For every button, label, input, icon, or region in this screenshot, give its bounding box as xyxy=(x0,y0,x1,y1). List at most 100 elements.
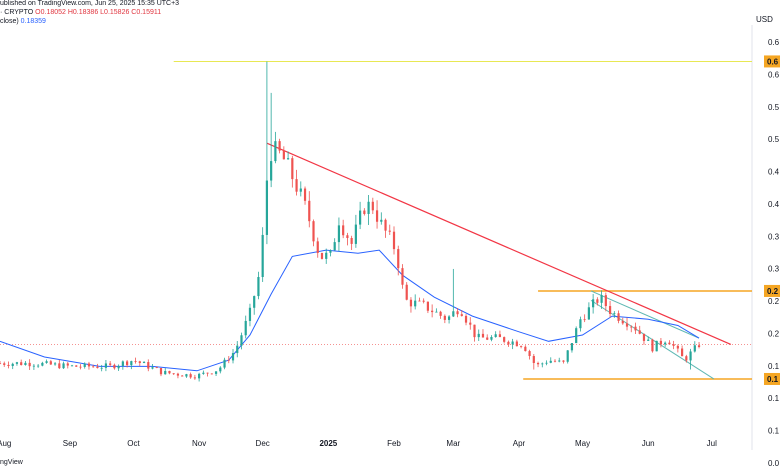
tradingview-brand: ngView xyxy=(0,459,23,466)
candle-body xyxy=(231,353,235,361)
y-tick-label: 0.2 xyxy=(768,297,780,306)
candle-body xyxy=(193,377,196,379)
candle-body xyxy=(45,361,48,363)
candle-body xyxy=(198,373,201,379)
candle-body xyxy=(570,343,574,351)
candle-body xyxy=(473,324,476,338)
candle-body xyxy=(380,219,383,222)
candle-body xyxy=(600,295,603,303)
ma-legend-label: close) xyxy=(0,18,19,25)
y-axis-currency: USD xyxy=(756,15,773,24)
candle-body xyxy=(3,363,6,365)
candle-body xyxy=(113,364,116,369)
candle-body xyxy=(431,310,434,313)
candle-body xyxy=(117,365,120,369)
candle-body xyxy=(299,188,302,192)
candle-body xyxy=(172,373,175,375)
y-tick-label: 0.1 xyxy=(768,362,780,371)
candle-body xyxy=(176,373,180,376)
candle-body xyxy=(121,361,124,366)
x-tick-label: Feb xyxy=(387,439,401,448)
candle-body xyxy=(384,219,387,231)
candle-body xyxy=(155,367,158,369)
candle-body xyxy=(261,234,264,278)
candle-body xyxy=(7,364,10,367)
candle-body xyxy=(359,210,362,225)
candle-body xyxy=(630,326,633,328)
candle-body xyxy=(295,179,298,192)
candle-body xyxy=(685,356,688,361)
candle-body xyxy=(303,188,307,201)
y-tick-label: 0.6 xyxy=(768,38,780,47)
candle-body xyxy=(168,370,171,374)
candle-body xyxy=(244,320,247,336)
lines-layer xyxy=(0,60,752,380)
candle-body xyxy=(24,362,27,365)
candle-body xyxy=(350,238,353,244)
candle-body xyxy=(219,367,222,372)
candle-body xyxy=(142,362,146,364)
candle-body xyxy=(426,301,429,311)
symbol-label: · CRYPTO xyxy=(0,9,34,16)
ohlc-values: O0.18052 H0.18386 L0.15826 C0.15911 xyxy=(35,9,162,16)
candle-body xyxy=(253,296,256,308)
candle-body xyxy=(138,361,141,364)
x-tick-label: Oct xyxy=(127,439,140,448)
candle-body xyxy=(325,252,328,259)
candle-body xyxy=(524,346,527,352)
candle-body xyxy=(0,363,2,365)
y-tick-label: 0.1 xyxy=(768,394,780,403)
candle-body xyxy=(37,365,40,367)
candle-body xyxy=(265,180,269,235)
y-tick-label: 0.2 xyxy=(768,329,780,338)
y-tick-label: 0.1 xyxy=(768,427,780,436)
x-tick-label: Nov xyxy=(192,439,206,448)
candle-body xyxy=(397,249,400,269)
candle-body xyxy=(422,300,425,302)
candle-body xyxy=(125,361,129,366)
price-badge-label: 0.1 xyxy=(767,375,779,384)
candle-body xyxy=(405,284,408,300)
symbol-line: · CRYPTO O0.18052 H0.18386 L0.15826 C0.1… xyxy=(0,9,161,16)
candle-body xyxy=(435,311,438,313)
candle-body xyxy=(443,315,446,320)
candle-body xyxy=(70,365,74,367)
candle-body xyxy=(452,311,455,317)
candle-body xyxy=(536,362,540,365)
candle-body xyxy=(469,322,472,325)
candle-body xyxy=(672,344,675,346)
candle-body xyxy=(477,333,480,338)
y-tick-label: 0.5 xyxy=(768,103,780,112)
candle-body xyxy=(333,242,336,251)
candle-body xyxy=(388,230,391,232)
candle-body xyxy=(189,374,192,378)
candle-body xyxy=(697,345,701,348)
candle-body xyxy=(566,350,569,362)
candle-body xyxy=(693,345,696,352)
candle-body xyxy=(308,200,311,222)
candle-body xyxy=(87,363,91,367)
candle-body xyxy=(486,337,489,340)
x-tick-label: Dec xyxy=(256,439,270,448)
candle-body xyxy=(668,342,671,345)
candle-body xyxy=(159,368,163,375)
candle-body xyxy=(147,362,150,369)
candle-body xyxy=(329,250,332,253)
candle-body xyxy=(346,235,349,239)
moving-average-line xyxy=(0,249,700,372)
y-tick-label: 0.4 xyxy=(768,168,780,177)
candle-body xyxy=(447,316,451,320)
candle-body xyxy=(439,311,442,316)
candle-body xyxy=(401,268,404,285)
y-tick-label: 0.4 xyxy=(768,200,780,209)
candle-body xyxy=(680,348,684,357)
candles-layer xyxy=(0,61,701,382)
candle-body xyxy=(558,360,561,362)
candle-body xyxy=(20,362,23,365)
candle-body xyxy=(664,342,667,345)
ma-legend-value: 0.18359 xyxy=(20,18,46,25)
published-line: ublished on TradingView.com, Jun 25, 202… xyxy=(0,0,180,7)
candle-body xyxy=(456,311,459,315)
candle-body xyxy=(494,334,497,337)
